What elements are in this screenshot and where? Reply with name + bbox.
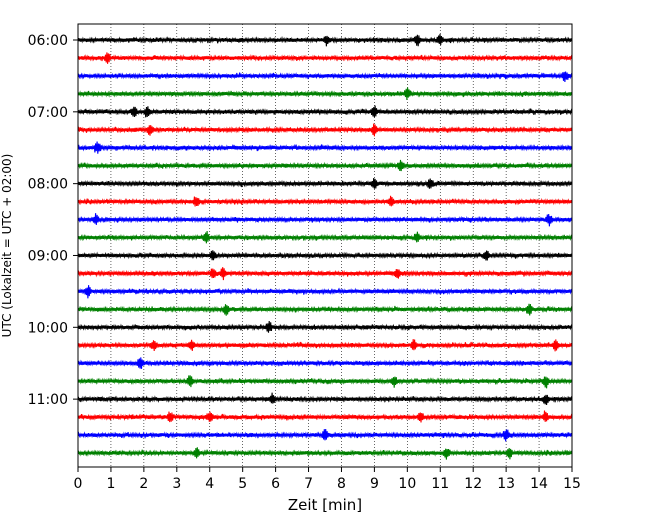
trace-1130 <box>77 428 573 442</box>
trace-1100 <box>77 392 573 406</box>
x-tick-label: 1 <box>106 476 115 492</box>
trace-0830 <box>77 213 573 227</box>
x-tick-label: 14 <box>530 476 548 492</box>
x-tick-label: 9 <box>370 476 379 492</box>
y-tick-label: 08:00 <box>28 177 68 193</box>
y-tick-label: 06:00 <box>28 33 68 49</box>
x-tick-label: 7 <box>304 476 313 492</box>
axes-layer <box>77 23 573 468</box>
trace-0700 <box>77 105 573 118</box>
y-tick-label: 11:00 <box>28 392 68 408</box>
x-tick-label: 2 <box>139 476 148 492</box>
y-axis-label: UTC (Lokalzeit = UTC + 02:00) <box>0 154 14 338</box>
x-tick-label: 0 <box>74 476 83 492</box>
trace-0915 <box>77 267 573 281</box>
x-tick-label: 11 <box>431 476 449 492</box>
y-ticks: 06:00 07:00 08:00 09:00 10:00 11:00 <box>28 33 78 408</box>
trace-0815 <box>77 195 573 207</box>
trace-layer <box>77 33 573 460</box>
trace-0900 <box>77 250 573 261</box>
trace-1030 <box>77 357 573 369</box>
x-tick-label: 8 <box>337 476 346 492</box>
trace-0730 <box>77 141 573 154</box>
grid-layer <box>110 24 540 467</box>
trace-1145 <box>77 447 573 460</box>
x-tick-label: 13 <box>497 476 515 492</box>
trace-0630 <box>77 71 573 83</box>
x-axis-label: Zeit [min] <box>288 496 362 514</box>
x-tick-label: 5 <box>238 476 247 492</box>
trace-0715 <box>77 123 573 137</box>
x-tick-label: 10 <box>398 476 416 492</box>
trace-1115 <box>77 410 573 423</box>
trace-0645 <box>77 87 573 101</box>
trace-0600 <box>77 33 573 47</box>
x-ticks: 0 1 2 3 4 5 6 7 8 9 10 11 12 13 14 15 <box>74 467 581 492</box>
trace-1045 <box>77 375 573 389</box>
y-tick-label: 07:00 <box>28 105 68 121</box>
trace-0800 <box>77 177 573 189</box>
trace-0615 <box>77 52 573 64</box>
trace-0845 <box>77 230 573 244</box>
y-tick-label: 10:00 <box>28 320 68 336</box>
trace-1015 <box>77 339 573 352</box>
y-tick-label: 09:00 <box>28 248 68 264</box>
plot-frame <box>77 23 573 468</box>
x-tick-label: 3 <box>172 476 181 492</box>
trace-0930 <box>77 285 573 299</box>
trace-0945 <box>77 303 573 316</box>
x-tick-label: 6 <box>271 476 280 492</box>
x-tick-label: 15 <box>563 476 581 492</box>
trace-1000 <box>77 320 573 333</box>
trace-0745 <box>77 159 573 172</box>
x-tick-label: 4 <box>205 476 214 492</box>
x-tick-label: 12 <box>464 476 482 492</box>
